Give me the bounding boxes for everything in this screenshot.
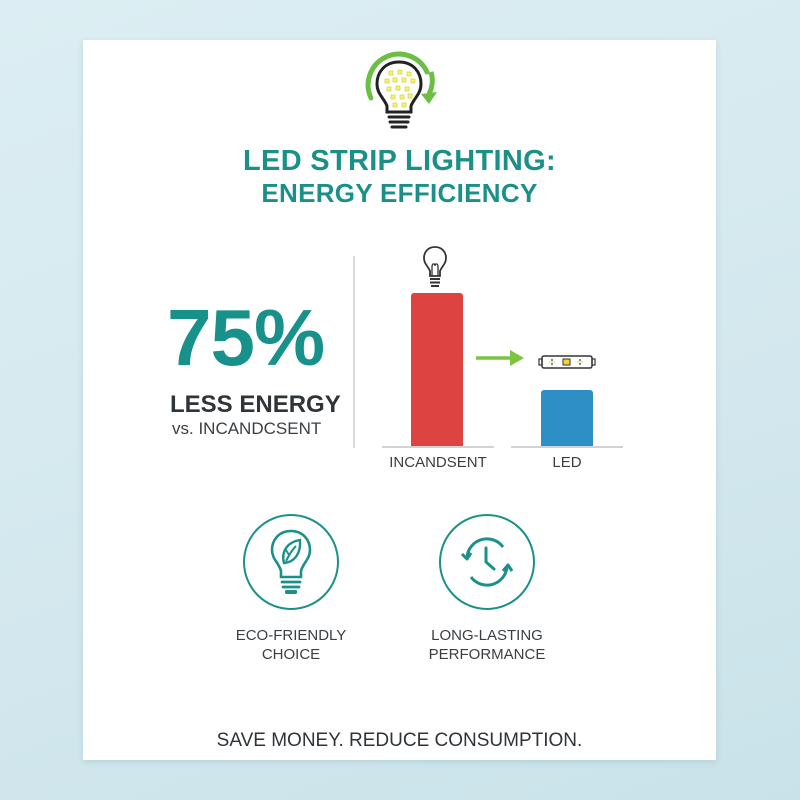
divider — [353, 256, 355, 448]
eco-friendly-label: ECO-FRIENDLY CHOICE — [235, 627, 347, 663]
led-strip-icon — [538, 355, 596, 369]
incandescent-bulb-icon — [423, 246, 447, 287]
infographic-card: LED STRIP LIGHTING: ENERGY EFFICIENCY 75… — [83, 40, 716, 760]
bar-label-incandescent: INCANDSENT — [389, 454, 487, 471]
stat-sublabel: vs. INCANDCSENT — [172, 419, 322, 438]
eco-leaf-bulb-icon — [270, 529, 312, 594]
eco-friendly-badge — [243, 514, 339, 610]
stat-value: 75% — [167, 293, 325, 382]
page-title-line1: LED STRIP LIGHTING: — [243, 145, 556, 177]
arrow-right-icon — [476, 350, 524, 366]
clock-cycle-icon — [460, 537, 514, 587]
baseline-incandescent — [382, 446, 494, 448]
stat-label: LESS ENERGY — [170, 391, 341, 418]
page-title-line2: ENERGY EFFICIENCY — [261, 178, 538, 208]
tagline: SAVE MONEY. REDUCE CONSUMPTION. — [216, 730, 583, 751]
bar-incandescent — [411, 293, 463, 446]
bar-led — [541, 390, 593, 446]
bar-label-led: LED — [552, 454, 582, 471]
lightbulb-cycle-icon — [365, 51, 437, 129]
baseline-led — [511, 446, 623, 448]
long-lasting-badge — [439, 514, 535, 610]
long-lasting-label: LONG-LASTING PERFORMANCE — [428, 627, 546, 663]
